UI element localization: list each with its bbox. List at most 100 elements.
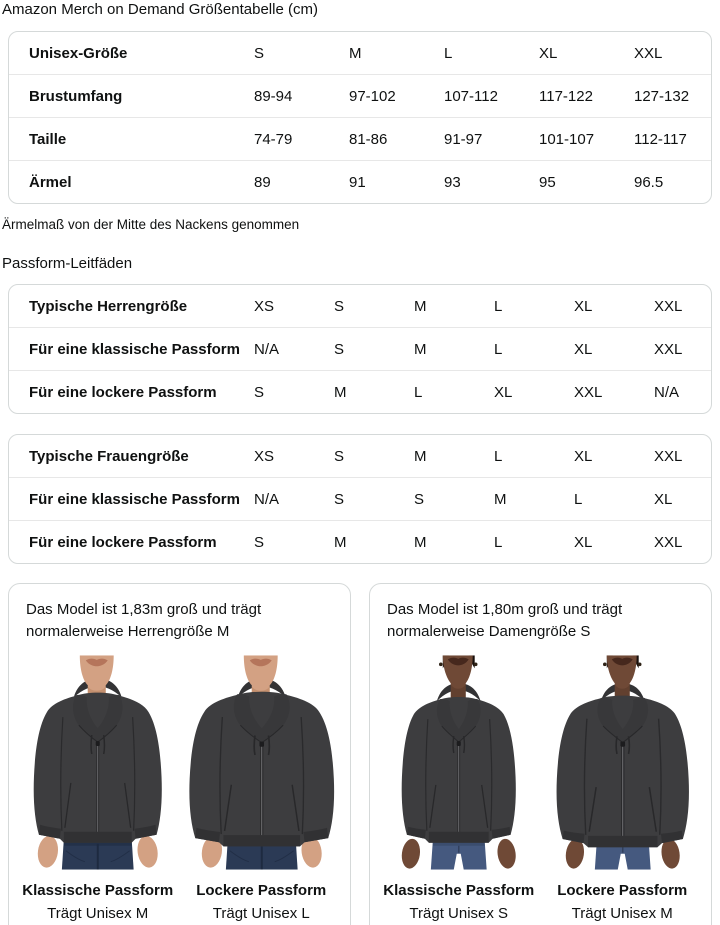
table-cell: M (414, 297, 427, 315)
row-label: Typische Herrengröße (29, 297, 188, 315)
table-cell: N/A (254, 490, 280, 508)
male-model-loose-photo (183, 655, 339, 870)
table-row: Ärmel 89 91 93 95 96.5 (9, 160, 711, 203)
row-label: Für eine klassische Passform (29, 490, 240, 508)
female-model-photos: Klassische Passform Trägt Unisex S Locke… (381, 655, 700, 923)
sleeve-note: Ärmelmaß von der Mitte des Nackens genom… (2, 217, 300, 232)
male-model-classic-photo (20, 655, 176, 870)
table-cell: L (494, 340, 503, 358)
table-cell: XL (574, 533, 593, 551)
table-row: Unisex-Größe S M L XL XXL (9, 32, 711, 74)
table-cell: S (254, 383, 265, 401)
table-cell: 112-117 (634, 130, 687, 148)
table-cell: L (444, 44, 453, 62)
table-row: Für eine klassische Passform N/A S S M L… (9, 477, 711, 520)
model-cards: Das Model ist 1,83m groß und trägt norma… (8, 583, 712, 925)
size-label: Trägt Unisex M (571, 905, 673, 922)
table-cell: 81-86 (349, 130, 388, 148)
table-cell: XXL (654, 297, 683, 315)
table-cell: 89-94 (254, 87, 293, 105)
table-cell: 97-102 (349, 87, 396, 105)
row-label: Brustumfang (29, 87, 123, 105)
row-label: Ärmel (29, 173, 72, 191)
female-model-description: Das Model ist 1,80m groß und trägt norma… (387, 601, 623, 640)
table-cell: S (334, 447, 345, 465)
male-model-card: Das Model ist 1,83m groß und trägt norma… (8, 583, 351, 925)
table-cell: 127-132 (634, 87, 690, 105)
size-label: Trägt Unisex M (47, 905, 149, 922)
table-cell: XXL (654, 447, 683, 465)
row-label: Taille (29, 130, 67, 148)
table-cell: L (574, 490, 583, 508)
table-cell: XL (539, 44, 558, 62)
table-cell: 96.5 (634, 173, 664, 191)
table-cell: L (494, 297, 503, 315)
female-loose-fit-figure: Lockere Passform Trägt Unisex M (544, 655, 700, 923)
row-label: Für eine lockere Passform (29, 383, 217, 401)
table-cell: 107-112 (444, 87, 498, 105)
male-classic-fit-figure: Klassische Passform Trägt Unisex M (20, 655, 176, 923)
row-label: Unisex-Größe (29, 44, 128, 62)
table-cell: XXL (654, 533, 683, 551)
table-cell: 91-97 (444, 130, 483, 148)
female-classic-fit-figure: Klassische Passform Trägt Unisex S (381, 655, 537, 923)
table-cell: XS (254, 447, 275, 465)
table-cell: M (349, 44, 362, 62)
table-cell: M (334, 383, 347, 401)
female-model-classic-photo (381, 655, 537, 870)
table-cell: S (254, 533, 265, 551)
male-model-description: Das Model ist 1,83m groß und trägt norma… (26, 601, 262, 640)
table-cell: 74-79 (254, 130, 293, 148)
table-cell: XL (574, 447, 593, 465)
table-cell: S (334, 340, 345, 358)
male-model-photos: Klassische Passform Trägt Unisex M Locke… (20, 655, 339, 923)
table-cell: L (494, 533, 503, 551)
fit-label: Lockere Passform (557, 882, 688, 899)
table-cell: L (494, 447, 503, 465)
female-model-card: Das Model ist 1,80m groß und trägt norma… (369, 583, 712, 925)
size-label: Trägt Unisex S (409, 905, 509, 922)
fit-guides-heading: Passform-Leitfäden (2, 255, 133, 272)
table-cell: 91 (349, 173, 366, 191)
table-cell: XL (654, 490, 673, 508)
size-label: Trägt Unisex L (212, 905, 310, 922)
table-cell: S (414, 490, 425, 508)
table-cell: XL (574, 340, 593, 358)
table-cell: M (494, 490, 507, 508)
row-label: Für eine lockere Passform (29, 533, 217, 551)
table-cell: S (334, 490, 345, 508)
table-cell: M (414, 447, 427, 465)
table-cell: 101-107 (539, 130, 595, 148)
fit-label: Klassische Passform (383, 882, 535, 899)
row-label: Typische Frauengröße (29, 447, 189, 465)
table-row: Brustumfang 89-94 97-102 107-112 117-122… (9, 74, 711, 117)
table-cell: M (334, 533, 347, 551)
female-model-loose-photo (544, 655, 700, 870)
table-row: Für eine lockere Passform S M L XL XXL N… (9, 370, 711, 413)
size-table: Unisex-Größe S M L XL XXL Brustumfang 89… (8, 31, 712, 204)
table-cell: XXL (654, 340, 683, 358)
table-cell: S (334, 297, 345, 315)
table-cell: 95 (539, 173, 556, 191)
table-row: Für eine klassische Passform N/A S M L X… (9, 327, 711, 370)
male-loose-fit-figure: Lockere Passform Trägt Unisex L (183, 655, 339, 923)
table-row: Taille 74-79 81-86 91-97 101-107 112-117 (9, 117, 711, 160)
womens-fit-table: Typische Frauengröße XS S M L XL XXL Für… (8, 434, 712, 564)
table-row: Typische Frauengröße XS S M L XL XXL (9, 435, 711, 477)
table-cell: 89 (254, 173, 271, 191)
table-cell: XL (494, 383, 513, 401)
table-row: Typische Herrengröße XS S M L XL XXL (9, 285, 711, 327)
table-cell: L (414, 383, 423, 401)
table-cell: XXL (634, 44, 663, 62)
table-cell: XL (574, 297, 593, 315)
table-cell: M (414, 533, 427, 551)
row-label: Für eine klassische Passform (29, 340, 240, 358)
table-cell: S (254, 44, 265, 62)
table-cell: XXL (574, 383, 603, 401)
table-cell: N/A (654, 383, 680, 401)
fit-label: Lockere Passform (196, 882, 327, 899)
table-cell: 93 (444, 173, 461, 191)
table-cell: XS (254, 297, 275, 315)
table-cell: 117-122 (539, 87, 593, 105)
table-cell: M (414, 340, 427, 358)
